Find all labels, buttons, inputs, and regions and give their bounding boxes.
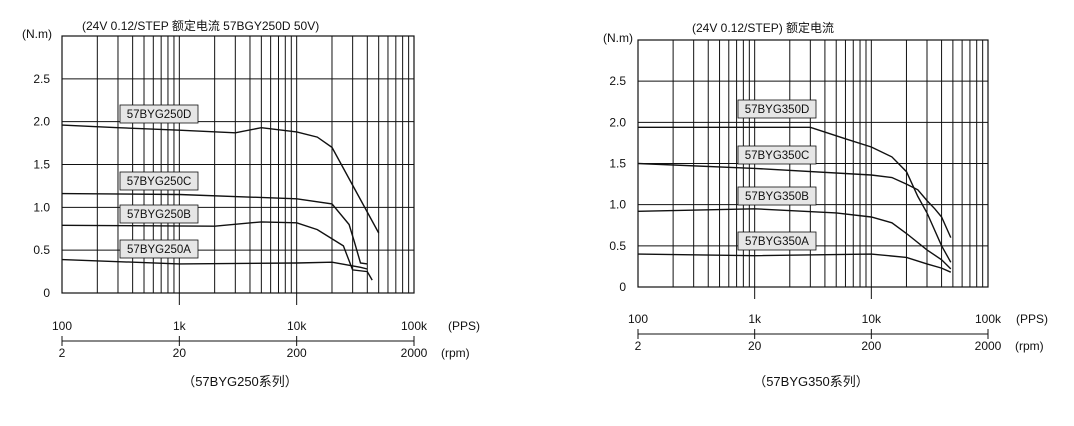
left-plot-frame [61,35,415,294]
right-series-line-57byg350d [638,126,952,263]
right-y-tick-label: 1.5 [609,157,626,171]
left-y-tick-label: 2.0 [33,115,50,129]
right-series-line-57byg350b [637,208,952,270]
right-series-label-text: 57BYG350D [745,104,810,116]
left-chart-title: (24V 0.12/STEP 额定电流 57BGY250D 50V) [82,18,319,33]
right-y-axis-label: (N.m) [603,31,633,45]
right-series-label-box [737,99,817,119]
left-pps-tick-label: 100 [52,319,72,333]
right-series-line-57byg350a [637,253,952,273]
left-rpm-tick-label: 2000 [401,346,428,360]
right-y-tick-label: 2.5 [609,74,626,88]
left-series-label-box [119,204,199,224]
left-y-axis-label: (N.m) [22,27,52,41]
left-y-tick-label: 2.5 [33,72,50,86]
right-y-tick-label: 1.0 [609,198,626,212]
left-chart-caption: （57BYG250系列） [182,374,298,389]
right-chart-caption: （57BYG350系列） [753,374,869,389]
left-series-label-57byg250d: 57BYG250D [119,104,199,124]
left-series-label-text: 57BYG250B [127,209,191,221]
left-y-tick-label: 1.0 [33,200,50,214]
right-rpm-tick-label: 2000 [975,339,1002,353]
left-series-label-box [119,104,199,124]
right-y-tick-label: 0.5 [609,239,626,253]
left-rpm-unit: (rpm) [441,346,470,360]
left-series-line-57byg250b [61,221,373,281]
right-series-label-57byg350c: 57BYG350C [737,145,817,165]
left-series-label-box [119,171,199,191]
left-pps-unit: (PPS) [448,319,480,333]
right-rpm-unit: (rpm) [1015,339,1044,353]
left-pps-tick-label: 10k [287,319,307,333]
left-rpm-tick-label: 2 [59,346,66,360]
right-rpm-tick-label: 2 [635,339,642,353]
right-series-label-box [737,145,817,165]
right-chart-title: (24V 0.12/STEP) 额定电流 [692,20,834,35]
right-series-label-text: 57BYG350A [745,236,809,248]
left-series-label-text: 57BYG250C [127,176,192,188]
right-series-label-text: 57BYG350C [745,150,810,162]
right-rpm-tick-label: 20 [748,339,762,353]
right-pps-tick-label: 100 [628,312,648,326]
left-y-tick-label: 0 [43,286,50,300]
left-series-line-57byg250a [61,258,368,270]
right-series-label-box [737,186,817,206]
right-y-tick-label: 2.0 [609,115,626,129]
left-y-tick-label: 0.5 [33,243,50,257]
right-y-tick-label: 0 [619,280,626,294]
left-rpm-tick-label: 200 [287,346,307,360]
left-rpm-tick-label: 20 [173,346,187,360]
left-series-label-57byg250a: 57BYG250A [119,239,199,259]
right-pps-tick-label: 100k [975,312,1002,326]
left-series-line-57byg250d [61,124,380,234]
left-series-label-57byg250b: 57BYG250B [119,204,199,224]
left-pps-tick-label: 1k [173,319,187,333]
left-y-tick-label: 1.5 [33,158,50,172]
right-series-label-57byg350a: 57BYG350A [737,231,817,251]
right-chart: (24V 0.12/STEP) 额定电流 (N.m) 0 0.5 1.0 1.5 2.0 2.… [603,20,1048,389]
right-pps-tick-label: 10k [862,312,882,326]
left-pps-tick-label: 100k [401,319,428,333]
right-series-line-57byg350c [637,162,952,238]
left-chart: (24V 0.12/STEP 额定电流 57BGY250D 50V) (N.m) 0… [22,18,480,389]
right-series-label-text: 57BYG350B [745,191,809,203]
right-pps-tick-label: 1k [748,312,762,326]
right-series-label-box [737,231,817,251]
left-series-label-box [119,239,199,259]
right-series-label-57byg350b: 57BYG350B [737,186,817,206]
right-pps-unit: (PPS) [1016,312,1048,326]
left-series-line-57byg250c [61,192,368,265]
left-series-label-text: 57BYG250D [127,109,192,121]
left-series-label-text: 57BYG250A [127,244,191,256]
right-series-label-57byg350d: 57BYG350D [737,99,817,119]
right-rpm-tick-label: 200 [861,339,881,353]
left-series-label-57byg250c: 57BYG250C [119,171,199,191]
